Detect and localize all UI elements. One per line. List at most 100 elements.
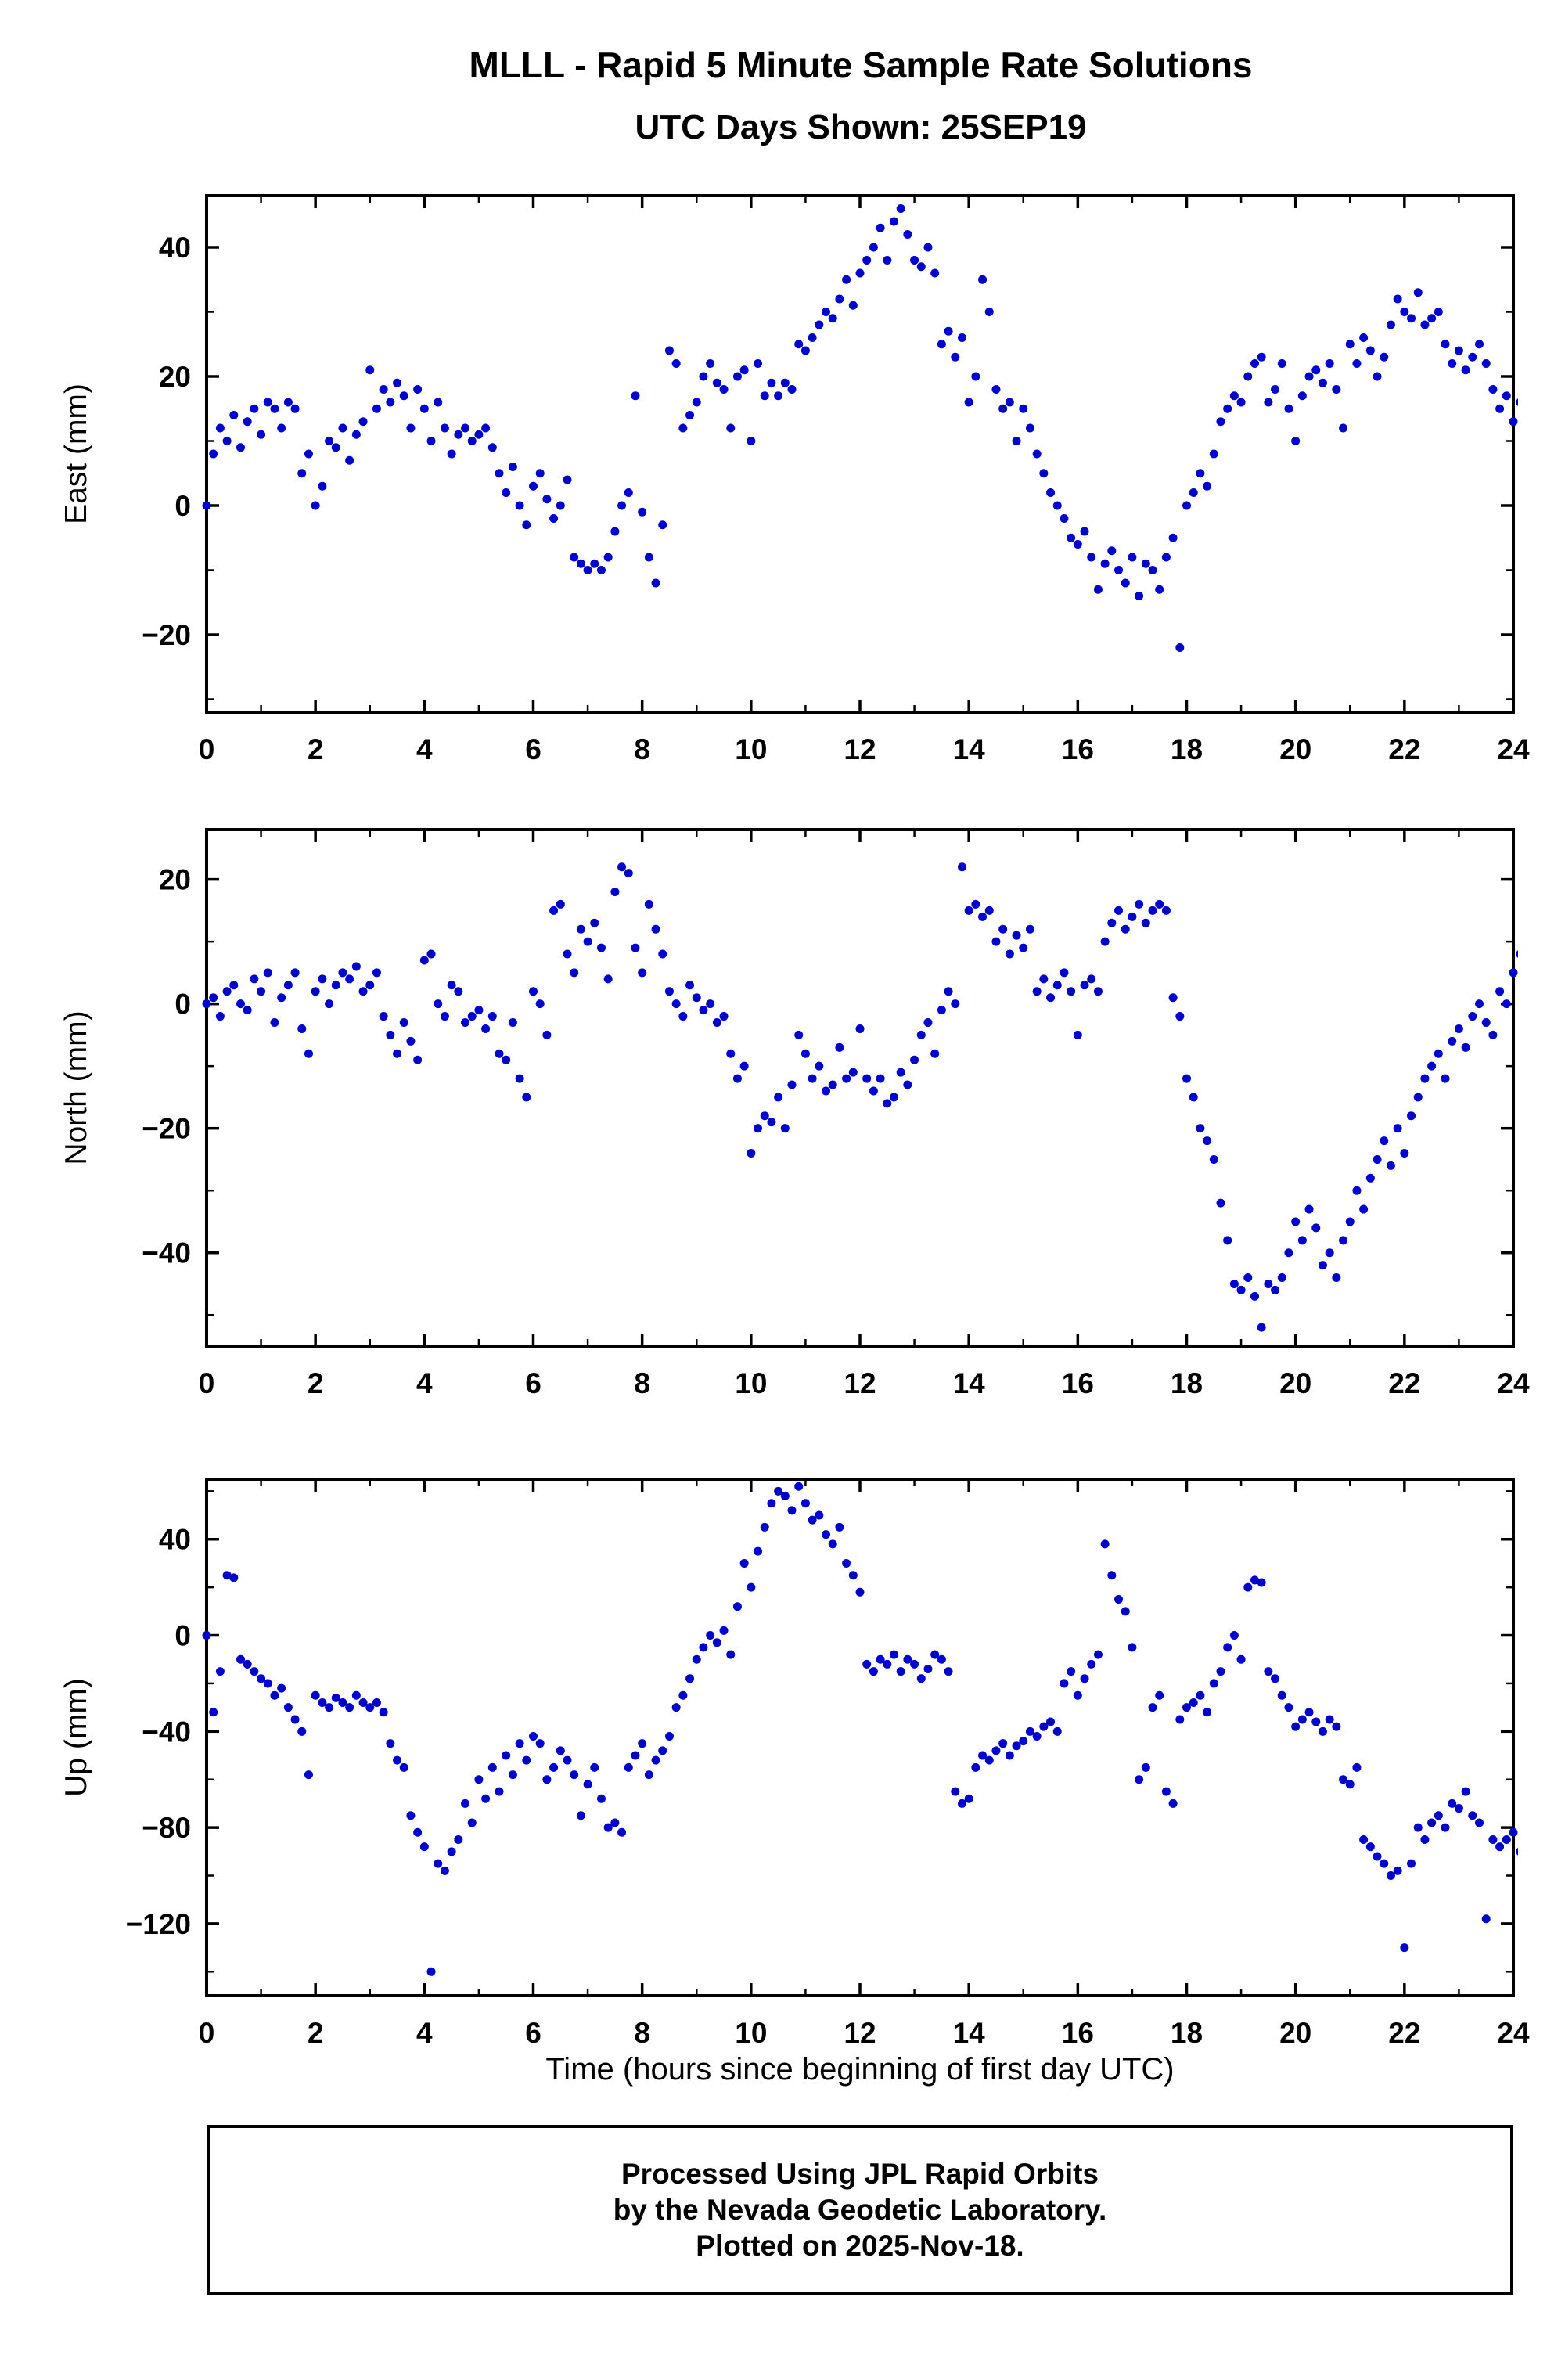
data-point — [1502, 1835, 1511, 1844]
data-point — [1216, 417, 1225, 427]
data-point — [474, 1775, 484, 1784]
data-point — [896, 1068, 905, 1077]
data-point — [1277, 359, 1286, 368]
data-point — [386, 398, 395, 407]
data-point — [889, 1650, 898, 1659]
data-point — [610, 527, 620, 536]
data-point — [1407, 314, 1416, 323]
data-point — [889, 1093, 898, 1102]
data-point — [215, 423, 225, 433]
y-axis-title: Up (mm) — [59, 1678, 93, 1797]
data-point — [1203, 1708, 1212, 1717]
data-point — [1495, 987, 1505, 996]
data-point — [1304, 1204, 1314, 1214]
data-point — [1135, 592, 1144, 600]
data-point — [1386, 320, 1395, 329]
data-point — [1393, 294, 1402, 304]
data-point — [325, 1703, 334, 1712]
data-point — [270, 1690, 279, 1700]
data-point — [957, 333, 966, 342]
data-point — [570, 1770, 579, 1780]
data-point — [964, 1794, 973, 1803]
data-point — [1481, 359, 1491, 368]
data-point — [1093, 987, 1103, 996]
data-point — [1032, 1731, 1042, 1741]
y-tick-label: −80 — [142, 1812, 191, 1844]
data-point — [903, 230, 912, 239]
data-point — [1359, 1835, 1369, 1844]
data-point — [787, 1080, 797, 1089]
data-point — [1386, 1161, 1395, 1170]
data-point — [1039, 1722, 1049, 1731]
data-point — [583, 937, 592, 946]
data-point — [1509, 417, 1518, 427]
data-point — [1229, 1279, 1239, 1288]
data-point — [719, 385, 729, 394]
data-point — [283, 398, 293, 407]
data-point — [1243, 372, 1253, 381]
data-point — [542, 1775, 552, 1784]
data-point — [365, 981, 375, 990]
x-tick-label: 14 — [953, 733, 986, 765]
data-point — [1475, 999, 1484, 1009]
data-point — [747, 1582, 756, 1592]
data-point — [617, 862, 627, 872]
data-point — [760, 391, 769, 401]
data-point — [1121, 924, 1130, 934]
data-point — [767, 1118, 776, 1127]
y-tick-label: −20 — [142, 1113, 191, 1145]
data-point — [883, 1099, 892, 1108]
data-point — [542, 1030, 552, 1039]
data-point — [1516, 1848, 1518, 1856]
data-point — [828, 1080, 837, 1089]
data-point — [535, 1739, 545, 1748]
x-tick-label: 2 — [308, 2017, 324, 2049]
data-point — [678, 1690, 688, 1700]
data-point — [379, 1012, 388, 1021]
data-point — [835, 1522, 844, 1532]
data-point — [1488, 1030, 1498, 1039]
data-point — [1420, 320, 1430, 329]
data-point — [440, 1866, 449, 1875]
data-point — [1093, 585, 1103, 594]
data-point — [325, 999, 334, 1009]
data-point — [1019, 404, 1028, 413]
y-tick-label: −120 — [126, 1908, 191, 1940]
data-point — [1291, 1217, 1301, 1226]
data-point — [419, 1842, 429, 1852]
data-point — [1543, 968, 1552, 977]
data-point — [767, 378, 776, 387]
data-point — [869, 243, 878, 252]
data-point — [1536, 1867, 1545, 1875]
data-point — [1012, 931, 1021, 940]
data-point — [1373, 372, 1382, 381]
data-point — [257, 430, 266, 439]
data-point — [1012, 1741, 1021, 1751]
data-point — [1407, 1111, 1416, 1121]
data-point — [835, 294, 844, 304]
data-point — [229, 981, 239, 990]
x-tick-label: 6 — [525, 733, 541, 765]
data-point — [365, 1703, 375, 1712]
data-point — [951, 352, 960, 362]
data-point — [1365, 1173, 1375, 1183]
y-axis-title: East (mm) — [59, 383, 93, 524]
data-point — [508, 1018, 517, 1028]
data-point — [835, 1042, 844, 1052]
data-point — [1393, 1124, 1402, 1133]
data-point — [1523, 1860, 1531, 1868]
data-point — [502, 1751, 511, 1760]
x-tick-label: 16 — [1062, 733, 1094, 765]
data-point — [215, 1667, 225, 1676]
data-point — [978, 275, 988, 284]
data-point — [726, 423, 736, 433]
data-point — [351, 962, 361, 971]
data-point — [1523, 938, 1531, 946]
data-point — [732, 372, 742, 381]
x-tick-label: 4 — [416, 733, 433, 765]
data-point — [1148, 566, 1157, 574]
data-point — [1365, 346, 1375, 355]
data-point — [440, 423, 449, 433]
data-point — [1509, 1827, 1518, 1837]
x-tick-label: 10 — [735, 2017, 767, 2049]
